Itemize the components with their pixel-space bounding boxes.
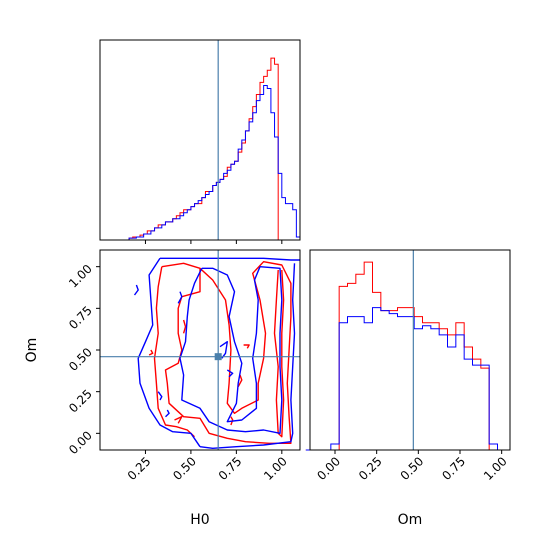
x-axis-label-h0: H0 [190, 512, 209, 528]
contour-series-1-line-4 [201, 266, 261, 423]
h0-hist-series-1 [114, 84, 301, 241]
x-axis-label-om: Om [398, 512, 423, 528]
contour-series-1-line-7 [219, 341, 228, 359]
contour-series-1-line-1 [199, 263, 296, 449]
contour-series-0-line-4 [148, 349, 154, 356]
contour-series-1-line-6 [177, 291, 183, 304]
om-hist-series-1 [305, 307, 506, 451]
om-marginal-frame [309, 249, 511, 451]
contour-series-1-line-9 [157, 391, 163, 401]
h0-marginal-panel [99, 39, 301, 244]
contour-series-0-line-0 [161, 261, 292, 444]
contour-series-0-line-8 [230, 416, 234, 426]
contour-series-0-line-6 [243, 344, 250, 349]
y-axis-label-om: Om [24, 338, 40, 363]
contour-series-0-line-1 [153, 266, 195, 438]
h0-marginal-frame [99, 39, 301, 241]
contour-series-1-line-10 [165, 409, 170, 418]
contour-series-0-line-2 [273, 269, 285, 438]
contour-series-0-line-7 [237, 374, 243, 388]
contour-series-1-line-0 [160, 257, 300, 261]
om-hist-series-0 [305, 261, 506, 451]
contour-series-0-line-5 [174, 416, 183, 424]
contour-series-1-line-2 [137, 257, 201, 448]
contour-series-0-line-3 [182, 319, 187, 334]
contour-series-1-line-8 [226, 369, 234, 378]
truth-point [214, 353, 222, 361]
contour-series-1-line-5 [133, 284, 139, 296]
